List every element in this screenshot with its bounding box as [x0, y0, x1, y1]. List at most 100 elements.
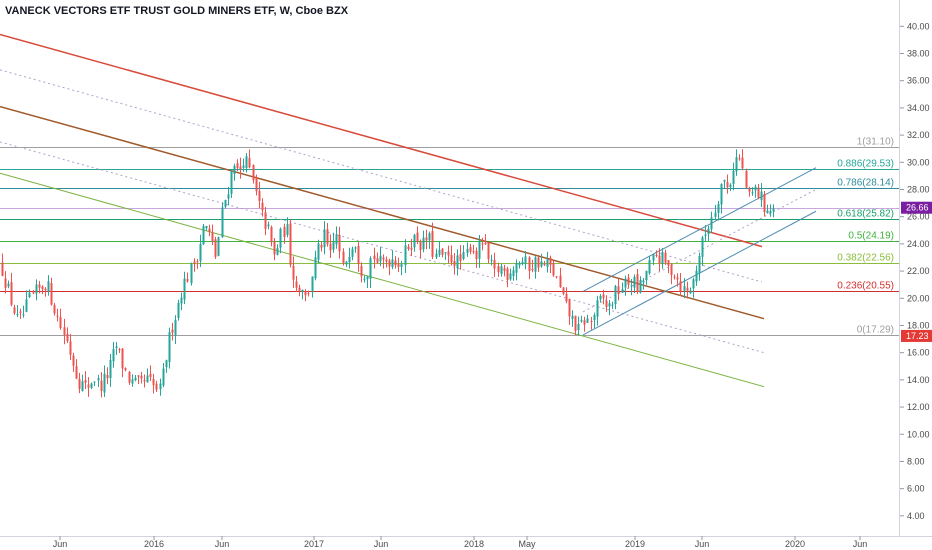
candle-body [438, 249, 441, 255]
candle-body [745, 170, 748, 188]
candle-body [636, 274, 639, 292]
candle-body [211, 232, 214, 241]
candle-body [90, 383, 93, 388]
candle-body [22, 314, 25, 316]
candle-body [391, 259, 394, 268]
candle-body [624, 278, 627, 288]
trendlines[interactable] [0, 33, 817, 388]
candle-body [174, 319, 177, 336]
candle-body [441, 248, 444, 255]
y-tick-label: 12.00 [907, 402, 930, 412]
trendline[interactable] [582, 189, 817, 313]
candle-body [630, 285, 633, 287]
candle-body [419, 241, 422, 251]
candle-body [503, 268, 506, 271]
fib-level-label: 0(17.29) [857, 325, 894, 336]
trendline[interactable] [0, 172, 765, 388]
candle-body [301, 289, 304, 293]
candle-body [258, 190, 261, 201]
candle-body [193, 261, 196, 264]
candle-body [546, 259, 549, 267]
candle-body [397, 263, 400, 268]
candle-body [475, 250, 478, 259]
x-tick-label: 2018 [464, 539, 484, 549]
candle-body [741, 157, 744, 169]
candle-body [239, 166, 242, 170]
candle-body [555, 276, 558, 278]
candle-body [63, 327, 66, 335]
candle-body [413, 234, 416, 248]
candle-body [652, 254, 655, 261]
candle-body [407, 246, 410, 250]
candle-body [50, 283, 53, 305]
candle-body [435, 253, 438, 258]
candle-body [590, 320, 593, 322]
candle-body [416, 232, 419, 242]
y-tick-label: 4.00 [907, 511, 925, 521]
candle-body [323, 229, 326, 248]
candle-body [69, 341, 72, 355]
candle-body [121, 348, 124, 369]
candle-body [459, 254, 462, 262]
candle-body [199, 243, 202, 262]
candle-body [162, 368, 165, 386]
candle-body [345, 261, 348, 265]
candle-body [190, 263, 193, 284]
candle-body [735, 157, 738, 172]
candle-body [490, 259, 493, 261]
trendline[interactable] [0, 33, 763, 248]
candle-body [562, 287, 565, 294]
candle-body [543, 263, 546, 265]
fib-level-label: 0.236(20.55) [837, 281, 894, 292]
candle-body [552, 263, 555, 276]
price-axis[interactable]: 4.00 6.00 8.00 10.00 12.00 14.00 16.00 18.00 20.… [900, 21, 930, 521]
candle-body [255, 178, 258, 192]
trendline[interactable] [582, 167, 817, 292]
candle-body [7, 283, 10, 287]
candle-body [720, 184, 723, 205]
trendline[interactable] [0, 141, 765, 354]
candle-body [428, 233, 431, 241]
time-axis[interactable]: Jun 2016 Jun 2017 Jun 2018 May 2019 Jun 2020 Jun [53, 536, 868, 549]
y-tick-label: 14.00 [907, 375, 930, 385]
x-tick-label: 2019 [625, 539, 645, 549]
candle-body [602, 294, 605, 299]
candle-body [314, 257, 317, 279]
candle-body [326, 229, 329, 245]
fib-level-label: 0.382(22.56) [837, 253, 894, 264]
candle-body [304, 290, 307, 296]
candle-body [360, 266, 363, 277]
candle-body [422, 237, 425, 250]
candle-body [425, 237, 428, 241]
candle-body [47, 281, 50, 292]
candle-body [484, 243, 487, 245]
candle-body [81, 381, 84, 392]
candle-body [186, 279, 189, 282]
candle-body [140, 375, 143, 379]
candle-body [363, 278, 366, 280]
candle-body [112, 349, 115, 362]
trendline[interactable] [0, 69, 763, 283]
y-tick-label: 10.00 [907, 429, 930, 439]
x-tick-label: May [518, 539, 536, 549]
candle-body [106, 375, 109, 379]
fib-level-label: 0.786(28.14) [837, 178, 894, 189]
candle-body [137, 375, 140, 377]
candlesticks [1, 149, 775, 398]
fib-level-label: 0.5(24.19) [848, 231, 894, 242]
candle-body [44, 288, 47, 291]
candle-body [84, 379, 87, 383]
candle-body [264, 212, 267, 229]
candle-body [87, 384, 90, 388]
candle-body [289, 223, 292, 265]
candle-body [772, 208, 775, 212]
candle-body [534, 257, 537, 272]
candle-body [134, 377, 137, 381]
candle-body [103, 373, 106, 393]
candle-body [373, 255, 376, 260]
candle-body [450, 254, 453, 263]
candle-body [236, 163, 239, 168]
candle-body [469, 247, 472, 252]
